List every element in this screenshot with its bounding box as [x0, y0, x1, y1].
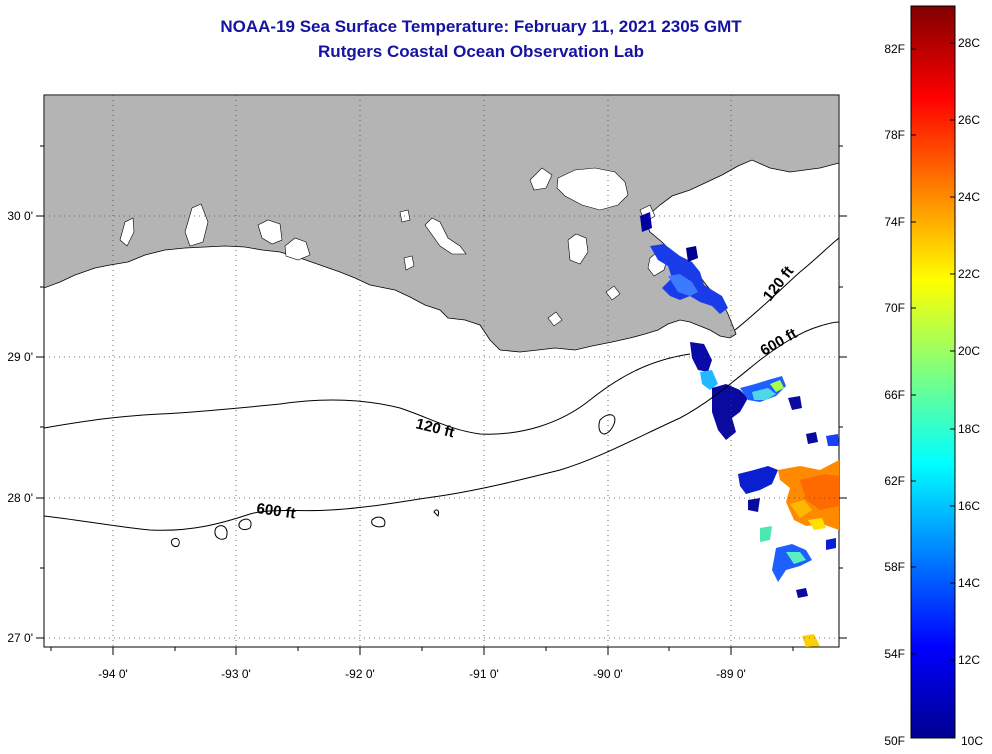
- lake-pontchartrain: [556, 167, 629, 211]
- colorbar-f-label: 50F: [884, 734, 905, 748]
- colorbar-f-label: 62F: [884, 474, 905, 488]
- colorbar-f-label: 70F: [884, 301, 905, 315]
- lake-sabine: [424, 217, 467, 255]
- map-subtitle: Rutgers Coastal Ocean Observation Lab: [318, 42, 644, 61]
- lon-label: -93 0': [221, 667, 251, 681]
- colorbar-f-label: 54F: [884, 647, 905, 661]
- colorbar-c-label: 14C: [958, 576, 980, 590]
- colorbar-ticks: [911, 42, 955, 661]
- inlet-1: [403, 255, 415, 271]
- colorbar-c-label: 20C: [958, 344, 980, 358]
- isobath-small-loop-4: [371, 516, 386, 528]
- colorbar-c-label: 26C: [958, 113, 980, 127]
- lake-barataria: [567, 233, 589, 265]
- colorbar: [910, 5, 956, 739]
- colorbar-c-label: 28C: [958, 36, 980, 50]
- isobath-600ft: [44, 321, 839, 531]
- lake-grand: [184, 203, 209, 247]
- grid-lines: [44, 95, 839, 647]
- isobath-small-loop-1: [171, 537, 180, 547]
- lat-label: 28 0': [7, 491, 33, 505]
- lon-label: -94 0': [98, 667, 128, 681]
- axis-ticks: [36, 145, 847, 655]
- lat-label: 30 0': [7, 209, 33, 223]
- colorbar-c-label: 10C: [961, 734, 983, 748]
- lake-maurepas: [529, 167, 553, 191]
- lake-salvador: [284, 237, 311, 261]
- isobath-120ft-west: [44, 353, 691, 435]
- isobath-120ft-east: [734, 237, 839, 331]
- contour-label-600ft-west: 600 ft: [255, 500, 296, 522]
- colorbar-c-label: 16C: [958, 499, 980, 513]
- lake-calcasieu: [257, 219, 283, 245]
- sst-swath: [640, 212, 839, 647]
- land-area: [44, 95, 839, 353]
- lake-white: [119, 217, 135, 247]
- lon-label: -91 0': [469, 667, 499, 681]
- lon-label: -89 0': [716, 667, 746, 681]
- colorbar-f-label: 74F: [884, 215, 905, 229]
- lat-label: 27 0': [7, 631, 33, 645]
- colorbar-f-label: 58F: [884, 560, 905, 574]
- lat-label: 29 0': [7, 350, 33, 364]
- lon-label: -92 0': [345, 667, 375, 681]
- isobath-small-loop-2: [214, 525, 228, 540]
- colorbar-c-label: 12C: [958, 653, 980, 667]
- lon-label: -90 0': [593, 667, 623, 681]
- delta-marsh-3: [547, 311, 563, 327]
- isobath-small-loop-3: [238, 518, 252, 531]
- colorbar-f-label: 66F: [884, 388, 905, 402]
- colorbar-f-label: 78F: [884, 128, 905, 142]
- colorbar-f-label: 82F: [884, 42, 905, 56]
- colorbar-c-label: 22C: [958, 267, 980, 281]
- colorbar-c-label: 24C: [958, 190, 980, 204]
- map-title: NOAA-19 Sea Surface Temperature: Februar…: [220, 17, 742, 36]
- delta-marsh-2: [605, 285, 621, 301]
- colorbar-c-label: 18C: [958, 422, 980, 436]
- isobath-small-loop-5: [433, 509, 439, 517]
